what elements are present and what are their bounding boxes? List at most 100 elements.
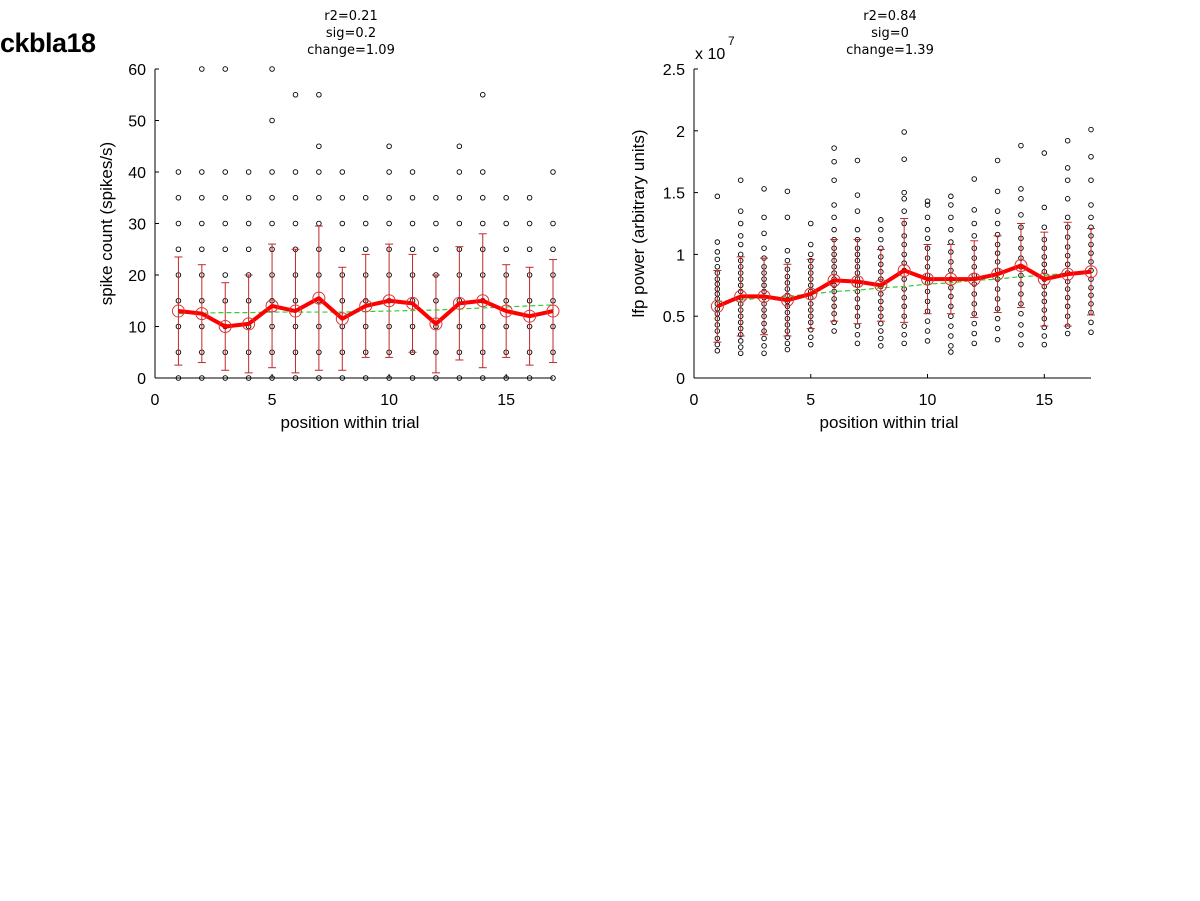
data-point (784, 346, 791, 353)
data-point (854, 226, 861, 233)
data-point (409, 169, 416, 175)
data-point (526, 220, 533, 227)
chart-1-title: r2=0.21 sig=0.2 change=1.09 (155, 8, 547, 59)
data-point (761, 214, 767, 221)
mean-marker (1037, 272, 1051, 286)
data-point (269, 169, 275, 175)
mean-marker (780, 293, 794, 307)
chart-1-title-r2: r2=0.21 (324, 9, 378, 24)
x-tick-label: 10 (380, 392, 398, 409)
mean-marker (359, 299, 373, 313)
data-point (737, 177, 744, 183)
mean-marker (382, 294, 396, 308)
mean-marker (452, 296, 466, 310)
data-point (456, 375, 463, 381)
lfp-power-chart: 0 5 10 15 0 0.5 1 1.5 2 2.5 position within trial l… (629, 34, 1098, 432)
data-point (924, 214, 931, 221)
data-point (737, 233, 744, 239)
data-point (831, 145, 837, 151)
chart-2-title-sig: sig=0 (871, 26, 909, 41)
data-point (714, 239, 721, 245)
data-point (831, 158, 837, 165)
data-point (316, 375, 322, 381)
data-point (737, 350, 744, 357)
data-point (784, 340, 791, 347)
data-point (456, 194, 463, 201)
data-point (1064, 165, 1071, 171)
data-point (1018, 196, 1024, 202)
data-point (948, 239, 954, 245)
data-point (339, 220, 346, 227)
data-point (433, 220, 439, 227)
chart-1-title-change: change=1.09 (307, 43, 395, 58)
data-point (316, 194, 322, 201)
data-point (808, 251, 814, 258)
data-point (245, 246, 252, 252)
data-point (831, 226, 837, 233)
data-point (854, 331, 861, 338)
data-point (714, 348, 721, 354)
data-point (1041, 150, 1048, 156)
data-point (854, 192, 861, 198)
y-tick-label: 10 (128, 320, 146, 337)
data-point (901, 129, 907, 135)
data-point (1088, 154, 1094, 160)
data-point (269, 117, 275, 124)
mean-marker (967, 272, 981, 286)
data-point (808, 341, 814, 348)
data-point (362, 375, 369, 381)
data-point (316, 91, 322, 98)
data-point (175, 246, 182, 252)
data-point (526, 375, 533, 381)
data-point (1018, 186, 1024, 192)
data-point (222, 220, 228, 227)
data-point (316, 143, 322, 149)
y-tick-label: 0 (676, 371, 685, 388)
mean-line (716, 263, 1092, 309)
data-point (854, 157, 861, 164)
data-point (994, 208, 1001, 214)
data-point (199, 194, 205, 201)
data-point (808, 334, 814, 340)
y-exponent-label: x 10 (695, 46, 725, 63)
data-point (737, 344, 744, 350)
data-point (433, 246, 439, 252)
data-point (550, 375, 556, 381)
data-point (386, 194, 392, 201)
data-point (526, 246, 533, 252)
data-point (971, 220, 977, 227)
mean-marker (335, 312, 349, 326)
mean-marker (710, 299, 724, 313)
data-point (948, 214, 954, 221)
data-point (901, 156, 907, 162)
data-point (222, 169, 228, 175)
data-point (948, 226, 954, 233)
y-tick-label: 0 (137, 371, 146, 388)
data-point (831, 202, 837, 208)
data-point (456, 169, 463, 175)
data-point (1088, 126, 1094, 133)
data-point (994, 325, 1001, 332)
x-tick-label: 15 (1035, 392, 1053, 409)
mean-marker (757, 289, 771, 303)
data-point (339, 194, 346, 201)
data-point (948, 323, 954, 329)
y-tick-label: 30 (128, 217, 146, 234)
data-point (714, 256, 721, 263)
page-title: ckbla18 (0, 28, 96, 58)
mean-marker (921, 272, 935, 286)
y-tick-label: 0.5 (663, 309, 685, 326)
data-point (339, 246, 346, 252)
data-point (901, 189, 907, 196)
data-point (386, 143, 392, 149)
data-point (503, 220, 509, 227)
data-point (784, 257, 791, 264)
data-point (409, 246, 416, 252)
mean-marker (827, 273, 841, 287)
y-axis-label: lfp power (arbitrary units) (629, 129, 648, 317)
mean-marker (499, 304, 513, 318)
data-point (971, 330, 977, 337)
mean-marker (944, 272, 958, 286)
chart-2-title-change: change=1.39 (846, 43, 934, 58)
data-point (1064, 330, 1071, 337)
